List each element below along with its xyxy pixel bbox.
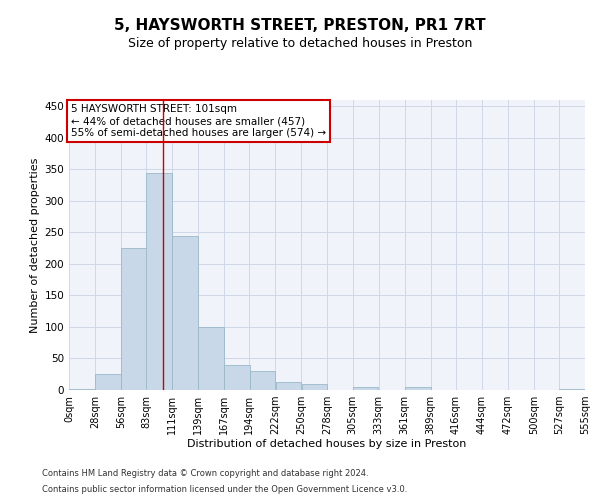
Y-axis label: Number of detached properties: Number of detached properties <box>30 158 40 332</box>
Bar <box>172 236 198 390</box>
Bar <box>69 388 95 390</box>
Text: 5, HAYSWORTH STREET, PRESTON, PR1 7RT: 5, HAYSWORTH STREET, PRESTON, PR1 7RT <box>114 18 486 32</box>
Bar <box>146 172 172 390</box>
Bar <box>353 387 379 390</box>
Text: Contains HM Land Registry data © Crown copyright and database right 2024.: Contains HM Land Registry data © Crown c… <box>42 468 368 477</box>
Bar <box>302 384 328 390</box>
Bar <box>559 388 585 390</box>
Text: Size of property relative to detached houses in Preston: Size of property relative to detached ho… <box>128 38 472 51</box>
Bar <box>121 248 147 390</box>
Bar <box>250 371 275 390</box>
Text: Contains public sector information licensed under the Open Government Licence v3: Contains public sector information licen… <box>42 485 407 494</box>
Bar <box>275 382 301 390</box>
Bar <box>224 365 250 390</box>
Text: 5 HAYSWORTH STREET: 101sqm
← 44% of detached houses are smaller (457)
55% of sem: 5 HAYSWORTH STREET: 101sqm ← 44% of deta… <box>71 104 326 138</box>
Bar <box>405 388 431 390</box>
X-axis label: Distribution of detached houses by size in Preston: Distribution of detached houses by size … <box>187 438 467 448</box>
Bar <box>95 374 121 390</box>
Bar <box>199 327 224 390</box>
